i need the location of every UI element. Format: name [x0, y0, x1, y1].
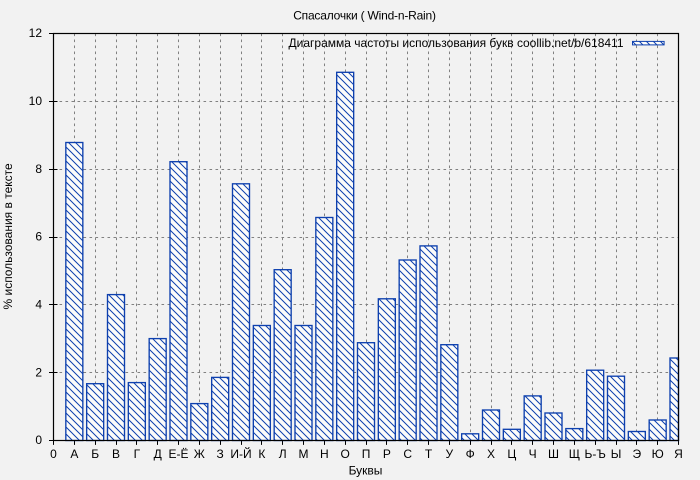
svg-text:Д: Д	[154, 447, 162, 461]
svg-text:Щ: Щ	[569, 447, 580, 461]
svg-text:В: В	[112, 447, 120, 461]
svg-text:Ч: Ч	[529, 447, 537, 461]
svg-text:8: 8	[35, 162, 42, 176]
svg-text:0: 0	[35, 433, 42, 447]
svg-text:Ц: Ц	[507, 447, 516, 461]
svg-text:Х: Х	[487, 447, 495, 461]
svg-text:С: С	[403, 447, 412, 461]
svg-text:Б: Б	[91, 447, 99, 461]
svg-text:А: А	[70, 447, 78, 461]
svg-text:4: 4	[35, 297, 42, 311]
svg-text:З: З	[217, 447, 224, 461]
svg-text:У: У	[446, 447, 454, 461]
svg-text:Спасалочки ( Wind-n-Rain): Спасалочки ( Wind-n-Rain)	[293, 9, 436, 23]
svg-text:И-Й: И-Й	[230, 446, 251, 461]
svg-text:6: 6	[35, 230, 42, 244]
svg-text:М: М	[299, 447, 309, 461]
svg-text:Ф: Ф	[466, 447, 475, 461]
svg-text:Буквы: Буквы	[349, 463, 383, 477]
svg-text:О: О	[340, 447, 349, 461]
svg-text:Я: Я	[674, 447, 683, 461]
svg-text:Ы: Ы	[611, 447, 622, 461]
svg-text:Г: Г	[134, 447, 141, 461]
svg-text:Ш: Ш	[548, 447, 559, 461]
svg-text:Ж: Ж	[194, 447, 205, 461]
svg-text:Т: Т	[425, 447, 433, 461]
svg-text:Ю: Ю	[652, 447, 664, 461]
svg-text:Ь-Ъ: Ь-Ъ	[584, 447, 605, 461]
svg-text:Л: Л	[279, 447, 287, 461]
svg-text:10: 10	[29, 94, 43, 108]
svg-text:К: К	[258, 447, 265, 461]
svg-text:0: 0	[50, 447, 57, 461]
svg-text:Р: Р	[383, 447, 391, 461]
svg-text:% использования в тексте: % использования в тексте	[1, 163, 15, 309]
svg-text:2: 2	[35, 365, 42, 379]
svg-text:Диаграмма частоты использовани: Диаграмма частоты использования букв coo…	[289, 36, 624, 50]
svg-text:Э: Э	[633, 447, 642, 461]
svg-text:П: П	[362, 447, 371, 461]
svg-text:Е-Ё: Е-Ё	[168, 447, 188, 461]
svg-text:Н: Н	[320, 447, 329, 461]
svg-text:12: 12	[29, 26, 43, 40]
